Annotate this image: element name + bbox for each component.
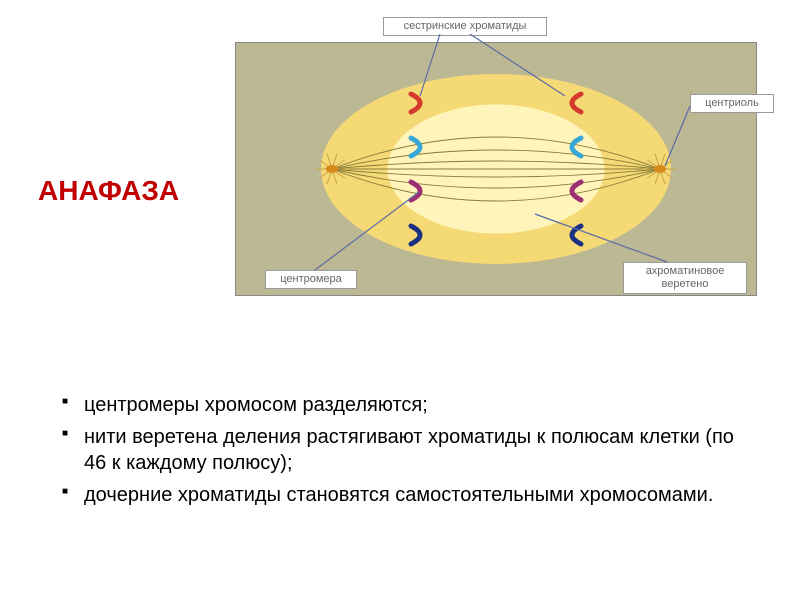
diagram-panel: [235, 42, 757, 296]
label-centromere: центромера: [265, 270, 357, 289]
bullet-item: дочерние хроматиды становятся самостояте…: [62, 482, 760, 508]
label-centriole: центриоль: [690, 94, 774, 113]
bullet-list: центромеры хромосом разделяются; нити ве…: [62, 392, 760, 514]
slide-title: АНАФАЗА: [38, 175, 179, 207]
bullet-item: центромеры хромосом разделяются;: [62, 392, 760, 418]
diagram: сестринские хроматиды центриоль центроме…: [235, 12, 755, 322]
slide: АНАФАЗА сестринские хроматиды центриоль …: [0, 0, 800, 600]
label-achromatin-spindle: ахроматиновое веретено: [623, 262, 747, 294]
label-sister-chromatids: сестринские хроматиды: [383, 17, 547, 36]
cell-svg: [236, 43, 756, 295]
bullet-item: нити веретена деления растягивают хромат…: [62, 424, 760, 476]
